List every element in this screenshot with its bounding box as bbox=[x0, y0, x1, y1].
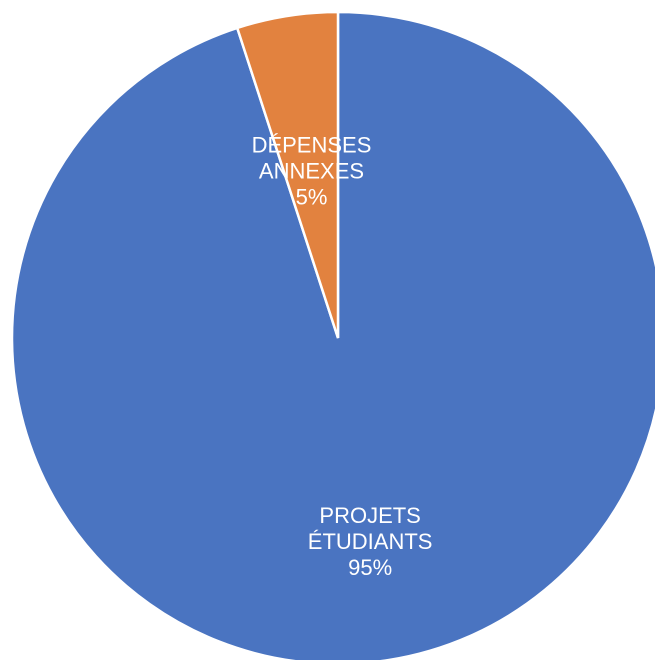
data-label-depenses-annexes: DÉPENSES ANNEXES 5% bbox=[252, 133, 372, 210]
data-label-percent: 5% bbox=[296, 185, 328, 210]
data-label-line: ANNEXES bbox=[259, 159, 364, 184]
pie-data-labels: PROJETS ÉTUDIANTS 95% DÉPENSES ANNEXES 5% bbox=[252, 133, 433, 580]
pie-slice-depenses-annexes bbox=[235, 10, 340, 339]
data-label-line: ÉTUDIANTS bbox=[308, 529, 433, 554]
data-label-line: DÉPENSES bbox=[252, 133, 372, 158]
data-label-line: PROJETS bbox=[319, 503, 420, 528]
data-label-projets-etudiants: PROJETS ÉTUDIANTS 95% bbox=[308, 503, 433, 580]
data-label-percent: 95% bbox=[348, 555, 392, 580]
pie-slices bbox=[10, 10, 655, 660]
